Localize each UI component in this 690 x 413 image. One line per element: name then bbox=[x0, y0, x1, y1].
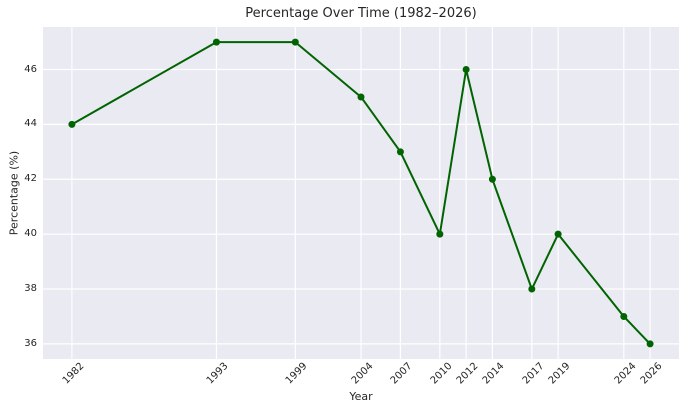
data-point-marker bbox=[436, 230, 444, 238]
y-tick-label: 40 bbox=[24, 228, 37, 240]
data-point-marker bbox=[357, 93, 365, 101]
x-axis-label: Year bbox=[349, 390, 373, 403]
data-point-marker bbox=[462, 66, 470, 74]
data-point-marker bbox=[620, 312, 628, 320]
data-point-marker bbox=[68, 120, 76, 128]
data-point-marker bbox=[488, 175, 496, 183]
data-point-marker bbox=[554, 230, 562, 238]
data-point-marker bbox=[212, 38, 220, 46]
data-point-marker bbox=[396, 148, 404, 156]
y-tick-label: 38 bbox=[24, 283, 37, 295]
y-tick-label: 44 bbox=[24, 118, 37, 130]
y-tick-label: 42 bbox=[24, 173, 37, 185]
data-point-marker bbox=[291, 38, 299, 46]
chart-title: Percentage Over Time (1982–2026) bbox=[245, 6, 477, 21]
data-point-marker bbox=[646, 340, 654, 348]
data-point-marker bbox=[528, 285, 536, 293]
y-tick-label: 46 bbox=[24, 63, 37, 75]
y-tick-label: 36 bbox=[24, 337, 37, 349]
data-line bbox=[70, 41, 652, 345]
